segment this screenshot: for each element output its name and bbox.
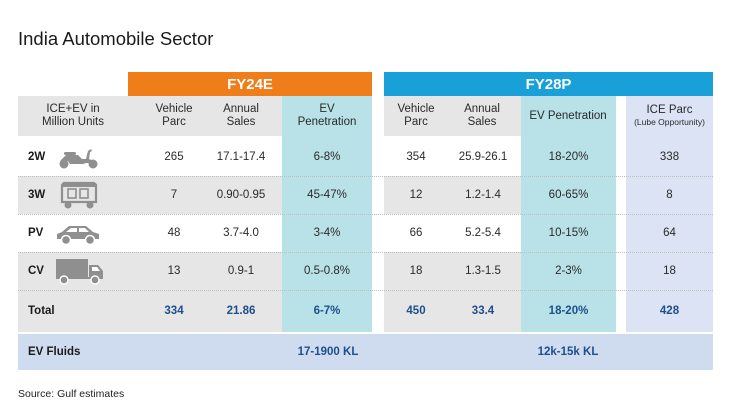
cell-2w-fy28-parc: 354 bbox=[406, 150, 426, 163]
fy24-ev-penetration-header: EV Penetration bbox=[297, 103, 357, 128]
row-divider bbox=[18, 214, 713, 215]
ev-fluids-band bbox=[18, 334, 713, 370]
cell-cv-fy28-sales: 1.3-1.5 bbox=[465, 264, 501, 277]
cell-3w-fy28-ev: 60-65% bbox=[548, 188, 589, 201]
cell-cv-fy24-parc: 13 bbox=[167, 264, 181, 277]
row-label-2w: 2W bbox=[28, 151, 46, 163]
cell-2w-fy24-ev: 6-8% bbox=[313, 150, 341, 163]
fy24-header: FY24E bbox=[128, 72, 372, 96]
cell-total-fy24-ev: 6-7% bbox=[313, 304, 341, 317]
fy28-annual-sales-header: Annual Sales bbox=[464, 103, 500, 128]
row-label-pv: PV bbox=[28, 227, 44, 239]
cell-total-fy28-ev: 18-20% bbox=[548, 304, 589, 317]
cell-total-fy28-sales: 33.4 bbox=[471, 304, 495, 317]
truck-icon bbox=[56, 259, 103, 285]
cell-pv-fy28-ev: 10-15% bbox=[548, 226, 589, 239]
cell-2w-fy24-parc: 265 bbox=[164, 150, 184, 163]
ice-parc-header: ICE Parc (Lube Opportunity) bbox=[626, 96, 713, 136]
row-divider bbox=[18, 290, 713, 291]
cell-pv-fy28-sales: 5.2-5.4 bbox=[465, 226, 501, 239]
cell-cv-ice-parc: 18 bbox=[663, 264, 676, 277]
auto-rickshaw-icon bbox=[60, 181, 98, 209]
fy24-annual-sales-header: Annual Sales bbox=[223, 103, 259, 128]
cell-3w-fy24-parc: 7 bbox=[170, 188, 178, 201]
fy24-vehicle-parc-header: Vehicle Parc bbox=[155, 103, 193, 128]
cell-pv-ice-parc: 64 bbox=[663, 226, 676, 239]
row-label-cv: CV bbox=[28, 265, 44, 277]
cell-3w-fy28-parc: 12 bbox=[409, 188, 423, 201]
fy28-ev-penetration-header: EV Penetration bbox=[529, 109, 607, 122]
cell-pv-fy24-ev: 3-4% bbox=[313, 226, 341, 239]
cell-2w-fy24-sales: 17.1-17.4 bbox=[216, 150, 266, 163]
cell-total-fy24-sales: 21.86 bbox=[226, 304, 256, 317]
cell-cv-fy24-sales: 0.9-1 bbox=[227, 264, 255, 277]
cell-2w-fy28-sales: 25.9-26.1 bbox=[458, 150, 508, 163]
page-title: India Automobile Sector bbox=[18, 28, 214, 49]
ice-parc-subtitle: (Lube Opportunity) bbox=[634, 117, 705, 127]
header-units-label: ICE+EV in Million Units bbox=[42, 103, 104, 128]
cell-3w-fy24-ev: 45-47% bbox=[307, 188, 347, 201]
ice-parc-title: ICE Parc bbox=[646, 104, 693, 116]
cell-pv-fy28-parc: 66 bbox=[409, 226, 423, 239]
cell-2w-ice-parc: 338 bbox=[659, 150, 680, 163]
cell-cv-fy28-parc: 18 bbox=[409, 264, 423, 277]
cell-total-ice-parc: 428 bbox=[659, 304, 680, 317]
row-label-total: Total bbox=[28, 305, 55, 317]
cell-2w-fy28-ev: 18-20% bbox=[548, 150, 589, 163]
source-note: Source: Gulf estimates bbox=[18, 388, 125, 400]
cell-3w-fy28-sales: 1.2-1.4 bbox=[465, 188, 501, 201]
ev-fluids-fy24: 17-1900 KL bbox=[297, 345, 359, 358]
cell-pv-fy24-sales: 3.7-4.0 bbox=[223, 226, 259, 239]
row-divider bbox=[18, 252, 713, 253]
row-label-3w: 3W bbox=[28, 189, 46, 201]
car-icon bbox=[57, 226, 99, 246]
cell-cv-fy24-ev: 0.5-0.8% bbox=[303, 264, 351, 277]
ev-fluids-fy28: 12k-15k KL bbox=[537, 345, 599, 358]
scooter-icon bbox=[59, 149, 98, 169]
row-divider bbox=[18, 176, 713, 177]
cell-cv-fy28-ev: 2-3% bbox=[555, 264, 582, 277]
cell-pv-fy24-parc: 48 bbox=[167, 226, 181, 239]
fy28-header: FY28P bbox=[384, 72, 713, 96]
cell-total-fy28-parc: 450 bbox=[406, 304, 426, 317]
cell-total-fy24-parc: 334 bbox=[164, 304, 184, 317]
fy28-vehicle-parc-header: Vehicle Parc bbox=[397, 103, 435, 128]
cell-3w-fy24-sales: 0.90-0.95 bbox=[216, 188, 266, 201]
ev-fluids-label: EV Fluids bbox=[28, 346, 81, 358]
cell-3w-ice-parc: 8 bbox=[666, 188, 673, 201]
